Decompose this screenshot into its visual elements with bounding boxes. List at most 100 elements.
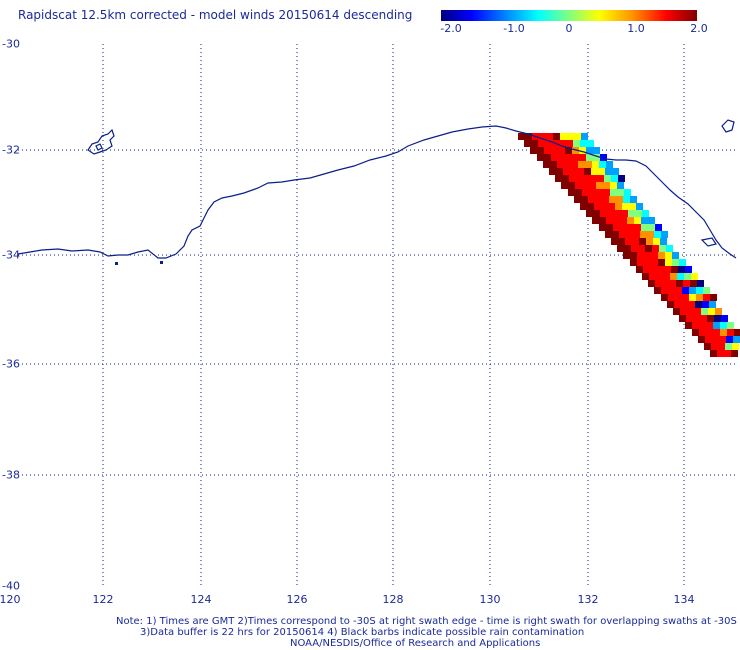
- swath-cell: [562, 175, 569, 182]
- swath-cell: [642, 210, 649, 217]
- swath-cell: [710, 350, 717, 357]
- swath-cell: [518, 133, 525, 140]
- swath-cell: [582, 182, 589, 189]
- swath-cell: [617, 189, 624, 196]
- swath-cell: [687, 308, 694, 315]
- swath-cell: [587, 140, 594, 147]
- swath-cell: [595, 196, 602, 203]
- swath-cell: [704, 343, 711, 350]
- swath-cell: [693, 315, 700, 322]
- swath-cell: [682, 287, 689, 294]
- swath-cell: [610, 182, 617, 189]
- swath-cell: [609, 196, 616, 203]
- swath-cell: [566, 140, 573, 147]
- swath-cell: [586, 210, 593, 217]
- swath-cell: [648, 280, 655, 287]
- swath-cell: [640, 231, 647, 238]
- swath-cell: [592, 217, 599, 224]
- swath-cell: [630, 252, 637, 259]
- swath-cell: [713, 329, 720, 336]
- swath-cell: [599, 217, 606, 224]
- swath-cell: [672, 259, 679, 266]
- swath-cell: [727, 322, 734, 329]
- swath-cell: [637, 259, 644, 266]
- swath-cell: [596, 189, 603, 196]
- swath-cell: [600, 154, 607, 161]
- swath-cell: [646, 238, 653, 245]
- lat-label: -40: [2, 579, 20, 593]
- swath-cell: [613, 224, 620, 231]
- swath-cell: [714, 315, 721, 322]
- colorbar-tick: 1.0: [627, 22, 645, 35]
- graticule: [18, 44, 736, 588]
- swath-cell: [584, 168, 591, 175]
- swath-cell: [668, 287, 675, 294]
- swath-cell: [703, 294, 710, 301]
- footnote-line-3: NOAA/NESDIS/Office of Research and Appli…: [290, 638, 541, 649]
- swath-cell: [648, 217, 655, 224]
- swath-cell: [650, 266, 657, 273]
- swath-cell: [561, 182, 568, 189]
- swath-cell: [581, 133, 588, 140]
- swath-cell: [626, 231, 633, 238]
- swath-cell: [587, 203, 594, 210]
- swath-cell: [695, 301, 702, 308]
- swath-cell: [599, 224, 606, 231]
- swath-cell: [726, 336, 733, 343]
- swath-cell: [553, 133, 560, 140]
- swath-cell: [581, 196, 588, 203]
- swath-cell: [620, 217, 627, 224]
- swath-cell: [593, 154, 600, 161]
- swath-cell: [624, 189, 631, 196]
- swath-cell: [573, 140, 580, 147]
- australia-south-coast: [17, 125, 737, 259]
- swath-cell: [546, 133, 553, 140]
- swath-cell: [623, 252, 630, 259]
- swath-cell: [537, 154, 544, 161]
- swath-cell: [590, 175, 597, 182]
- swath-cell: [665, 259, 672, 266]
- swath-cell: [727, 329, 734, 336]
- wind-difference-swath: [518, 133, 740, 357]
- island-small: [95, 143, 103, 151]
- swath-cell: [557, 161, 564, 168]
- coast-dots: [115, 261, 163, 265]
- swath-cell: [560, 133, 567, 140]
- swath-cell: [575, 182, 582, 189]
- swath-cell: [647, 231, 654, 238]
- swath-cell: [719, 336, 726, 343]
- swath-cell: [617, 182, 624, 189]
- swath-cell: [677, 273, 684, 280]
- swath-cell: [653, 238, 660, 245]
- lon-label: 130: [479, 593, 501, 606]
- swath-cell: [732, 343, 739, 350]
- swath-cell: [524, 140, 531, 147]
- swath-cell: [706, 329, 713, 336]
- swath-cell: [569, 175, 576, 182]
- swath-cell: [574, 133, 581, 140]
- swath-cell: [577, 168, 584, 175]
- swath-cell: [606, 217, 613, 224]
- swath-cell: [597, 175, 604, 182]
- swath-cell: [607, 210, 614, 217]
- swath-cell: [671, 266, 678, 273]
- swath-cell: [574, 196, 581, 203]
- island-kangaroo: [700, 237, 717, 247]
- swath-cell: [582, 189, 589, 196]
- swath-cell: [570, 168, 577, 175]
- swath-cell: [672, 252, 679, 259]
- map-title: Rapidscat 12.5km corrected - model winds…: [18, 8, 413, 22]
- swath-cell: [708, 308, 715, 315]
- swath-cell: [696, 294, 703, 301]
- swath-cell: [692, 329, 699, 336]
- swath-cell: [668, 294, 675, 301]
- swath-cell: [525, 133, 532, 140]
- colorbar-tick: 0: [565, 22, 573, 35]
- swath-cell: [655, 280, 662, 287]
- swath-cell: [594, 203, 601, 210]
- lat-label: -34: [2, 248, 20, 262]
- swath-cell: [658, 259, 665, 266]
- swath-cell: [556, 168, 563, 175]
- swath-cell: [600, 210, 607, 217]
- lon-label: 134: [673, 593, 695, 606]
